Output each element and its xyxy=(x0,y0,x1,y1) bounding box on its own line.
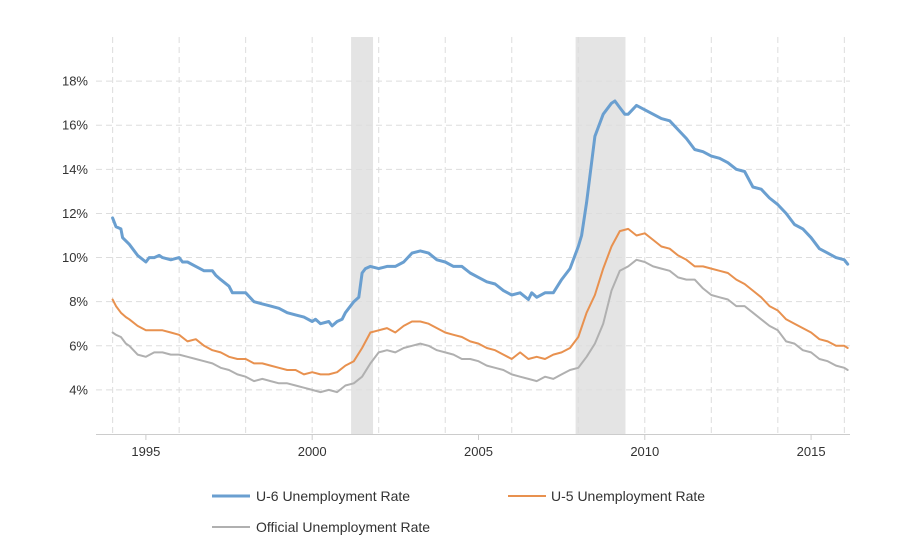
y-tick-label-4: 12% xyxy=(62,206,88,221)
y-axis-ticks: 4% 6% 8% 10% 12% 14% 16% 18% xyxy=(62,74,88,398)
y-tick-label-0: 4% xyxy=(69,382,88,397)
recession-band-0 xyxy=(351,37,374,434)
series-line-0 xyxy=(111,99,850,328)
y-tick-label-5: 14% xyxy=(62,162,88,177)
series-line-2 xyxy=(111,258,849,394)
legend-label-u5: U-5 Unemployment Rate xyxy=(551,488,705,504)
y-tick-label-6: 16% xyxy=(62,118,88,133)
x-tick-label-0: 1995 xyxy=(131,444,160,459)
legend: U-6 Unemployment Rate U-5 Unemployment R… xyxy=(212,488,705,535)
grid xyxy=(96,37,850,434)
x-tick-label-2: 2005 xyxy=(464,444,493,459)
series-lines xyxy=(111,99,850,394)
y-tick-label-1: 6% xyxy=(69,338,88,353)
legend-label-official: Official Unemployment Rate xyxy=(256,519,430,535)
legend-item-u5: U-5 Unemployment Rate xyxy=(508,488,705,504)
x-tick-label-4: 2015 xyxy=(797,444,826,459)
x-axis-ticks: 1995 2000 2005 2010 2015 xyxy=(96,434,850,459)
recession-bands xyxy=(351,37,626,434)
legend-item-official: Official Unemployment Rate xyxy=(212,519,430,535)
x-tick-label-3: 2010 xyxy=(630,444,659,459)
legend-label-u6: U-6 Unemployment Rate xyxy=(256,488,410,504)
y-tick-label-3: 10% xyxy=(62,250,88,265)
legend-item-u6: U-6 Unemployment Rate xyxy=(212,488,410,504)
y-tick-label-2: 8% xyxy=(69,294,88,309)
y-tick-label-7: 18% xyxy=(62,74,88,89)
x-tick-label-1: 2000 xyxy=(298,444,327,459)
series-line-1 xyxy=(111,227,849,376)
